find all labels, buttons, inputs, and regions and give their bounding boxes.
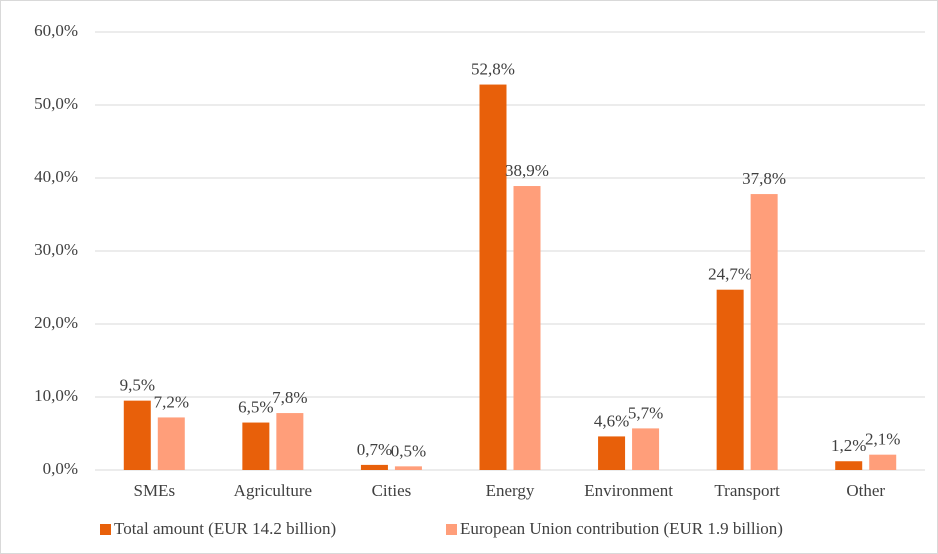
data-label: 1,2% — [831, 436, 866, 455]
y-tick-label: 30,0% — [34, 240, 78, 259]
bar — [513, 186, 541, 470]
y-tick-label: 10,0% — [34, 386, 78, 405]
bar — [479, 84, 507, 470]
y-tick-label: 0,0% — [43, 459, 78, 478]
x-tick-label: SMEs — [133, 481, 175, 500]
legend-swatch — [100, 524, 111, 535]
data-label: 7,2% — [154, 392, 189, 411]
data-label: 7,8% — [272, 388, 307, 407]
x-tick-label: Transport — [714, 481, 780, 500]
data-label: 2,1% — [865, 430, 900, 449]
y-tick-label: 40,0% — [34, 167, 78, 186]
data-label: 6,5% — [238, 397, 273, 416]
bar — [242, 422, 270, 470]
data-label: 4,6% — [594, 411, 629, 430]
data-label: 9,5% — [120, 376, 155, 395]
x-tick-label: Energy — [486, 481, 535, 500]
legend-label: European Union contribution (EUR 1.9 bil… — [460, 519, 783, 538]
data-label: 0,7% — [357, 440, 392, 459]
x-tick-label: Environment — [584, 481, 673, 500]
x-tick-label: Cities — [372, 481, 412, 500]
data-label: 5,7% — [628, 403, 663, 422]
data-label: 52,8% — [471, 59, 515, 78]
y-tick-label: 20,0% — [34, 313, 78, 332]
bar — [157, 417, 185, 470]
data-label: 37,8% — [742, 169, 786, 188]
bar — [632, 428, 660, 470]
legend-label: Total amount (EUR 14.2 billion) — [114, 519, 336, 538]
data-label: 24,7% — [708, 265, 752, 284]
bar — [276, 413, 304, 470]
bar — [716, 289, 744, 470]
data-label: 0,5% — [391, 441, 426, 460]
legend-swatch — [446, 524, 457, 535]
bar — [835, 461, 863, 470]
x-tick-label: Agriculture — [234, 481, 312, 500]
bar — [394, 466, 422, 470]
bar — [869, 454, 897, 470]
x-tick-label: Other — [846, 481, 885, 500]
bar — [123, 400, 151, 470]
bar — [598, 436, 626, 470]
bar — [360, 464, 388, 470]
y-tick-label: 50,0% — [34, 94, 78, 113]
data-label: 38,9% — [505, 161, 549, 180]
y-tick-label: 60,0% — [34, 21, 78, 40]
bar — [750, 194, 778, 470]
